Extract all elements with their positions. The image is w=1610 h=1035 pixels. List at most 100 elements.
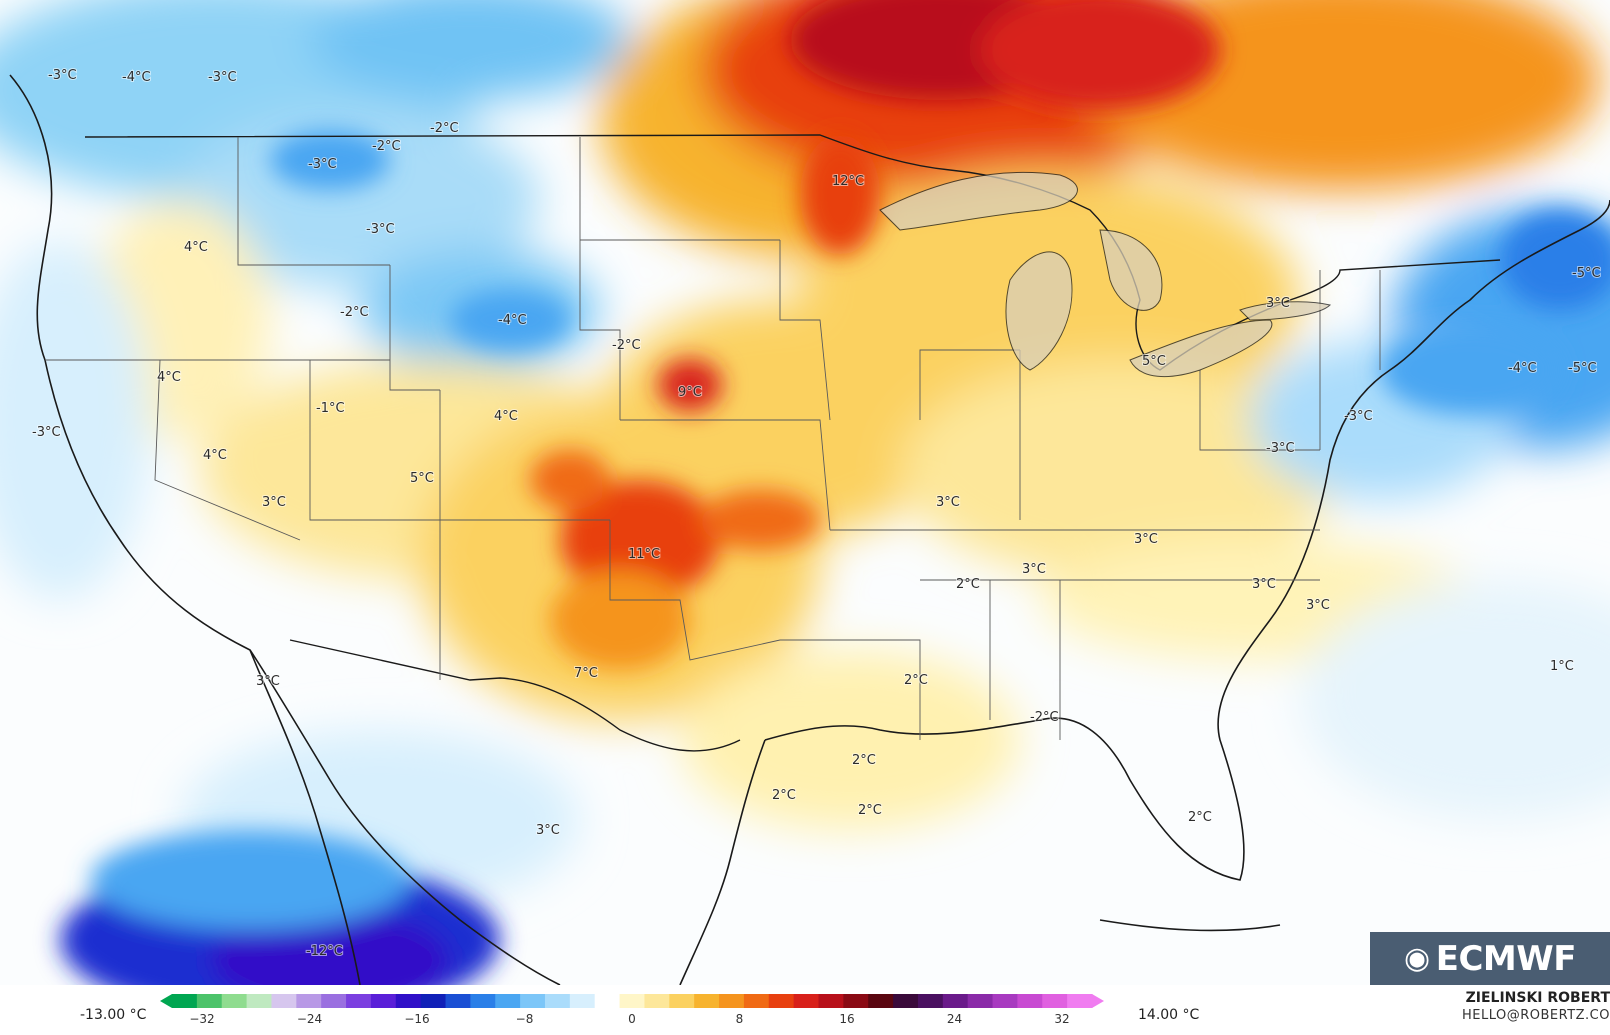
temp-label: 3°C — [1022, 562, 1046, 577]
temp-label: -2°C — [372, 139, 401, 154]
scale-tick: 16 — [839, 1012, 854, 1026]
scale-tick: −8 — [516, 1012, 534, 1026]
scale-cell — [843, 994, 869, 1008]
scale-cell — [172, 994, 198, 1008]
legend-min-label: -13.00 °C — [80, 1007, 147, 1023]
temp-label: 7°C — [574, 666, 598, 681]
scale-cell — [221, 994, 248, 1008]
scale-arrow-right — [1092, 994, 1104, 1008]
temp-label: 3°C — [1252, 577, 1276, 592]
scale-cell — [445, 994, 471, 1008]
temp-label: 12°C — [832, 174, 864, 189]
scale-cell — [893, 994, 919, 1008]
scale-cell — [942, 994, 969, 1008]
temp-label: -4°C — [1508, 361, 1537, 376]
scale-cell — [246, 994, 272, 1008]
legend-max-label: 14.00 °C — [1138, 1007, 1200, 1023]
anomaly-field-cores — [60, 0, 1610, 985]
temp-label: 9°C — [678, 385, 702, 400]
temp-label: 4°C — [494, 409, 518, 424]
scale-tick: −16 — [404, 1012, 429, 1026]
color-scale-cells — [160, 994, 1104, 1008]
temp-label: -1°C — [316, 401, 345, 416]
temp-label: -3°C — [32, 425, 61, 440]
temp-label: 2°C — [852, 753, 876, 768]
scale-cell — [346, 994, 372, 1008]
scale-tick: 0 — [628, 1012, 636, 1026]
temp-label: -3°C — [1344, 409, 1373, 424]
scale-cell — [1067, 994, 1093, 1008]
logo-text: ECMWF — [1435, 938, 1577, 979]
scale-cell — [669, 994, 695, 1008]
scale-cell — [420, 994, 447, 1008]
scale-cell — [470, 994, 496, 1008]
scale-cell — [271, 994, 297, 1008]
scale-cell — [544, 994, 571, 1008]
temp-label: 4°C — [184, 240, 208, 255]
scale-cell — [992, 994, 1018, 1008]
temp-label: -3°C — [208, 70, 237, 85]
temp-label: 11°C — [628, 547, 660, 562]
scale-cell — [768, 994, 795, 1008]
temp-label: 2°C — [1188, 810, 1212, 825]
temp-label: 2°C — [956, 577, 980, 592]
coastline — [9, 74, 1610, 985]
temp-label: 3°C — [536, 823, 560, 838]
temp-label: 2°C — [904, 673, 928, 688]
temp-label: -3°C — [366, 222, 395, 237]
scale-cell — [569, 994, 596, 1008]
scale-cell — [694, 994, 720, 1008]
scale-cell — [818, 994, 844, 1008]
color-scale-ticks: −32 −24 −16 −8 0 8 16 24 32 — [189, 1012, 1069, 1026]
ecmwf-logo: ◉ ECMWF — [1370, 932, 1610, 985]
temp-label: 3°C — [1134, 532, 1158, 547]
temp-label: -5°C — [1568, 361, 1597, 376]
scale-cell — [1017, 994, 1043, 1008]
scale-cell — [644, 994, 670, 1008]
scale-cell — [296, 994, 322, 1008]
temp-label: -12°C — [306, 944, 343, 959]
temp-label: -4°C — [498, 313, 527, 328]
temp-label: 3°C — [936, 495, 960, 510]
temp-label: -2°C — [430, 121, 459, 136]
scale-cell — [868, 994, 894, 1008]
temperature-labels: -3°C -4°C -3°C -2°C -2°C -3°C -3°C 4°C -… — [31, 67, 1602, 960]
temp-label: -2°C — [1030, 710, 1059, 725]
scale-cell — [370, 994, 397, 1008]
scale-cell — [917, 994, 944, 1008]
temp-label: -3°C — [1266, 441, 1295, 456]
scale-cell — [619, 994, 645, 1008]
scale-cell — [395, 994, 422, 1008]
legend-bar — [0, 985, 1610, 1035]
scale-cell — [520, 994, 546, 1008]
temperature-anomaly-map: -3°C -4°C -3°C -2°C -2°C -3°C -3°C 4°C -… — [0, 0, 1610, 985]
scale-cell — [1042, 994, 1068, 1008]
scale-cell — [719, 994, 745, 1008]
temp-label: 2°C — [772, 788, 796, 803]
scale-tick: −24 — [297, 1012, 322, 1026]
scale-tick: 24 — [947, 1012, 962, 1026]
scale-cell — [967, 994, 994, 1008]
credit-name: ZIELINSKI ROBERT — [1465, 990, 1610, 1006]
scale-tick: −32 — [189, 1012, 214, 1026]
scale-cell — [495, 994, 521, 1008]
temp-label: -3°C — [48, 68, 77, 83]
scale-cell — [196, 994, 223, 1008]
ecmwf-logo-icon: ◉ — [1404, 941, 1430, 976]
scale-tick: 32 — [1054, 1012, 1069, 1026]
temp-label: 3°C — [262, 495, 286, 510]
map-canvas: -3°C -4°C -3°C -2°C -2°C -3°C -3°C 4°C -… — [0, 0, 1610, 985]
temp-label: 4°C — [203, 448, 227, 463]
temp-label: 5°C — [410, 471, 434, 486]
scale-cell — [743, 994, 770, 1008]
temp-label: 5°C — [1142, 354, 1166, 369]
temp-label: 3°C — [1266, 296, 1290, 311]
temp-label: 3°C — [256, 674, 280, 689]
scale-arrow-left — [160, 994, 172, 1008]
temp-label: -5°C — [1572, 266, 1601, 281]
color-scale: −32 −24 −16 −8 0 8 16 24 32 — [160, 994, 1104, 1026]
temp-label: -2°C — [340, 305, 369, 320]
temp-label: -4°C — [122, 70, 151, 85]
credit-email: HELLO@ROBERTZ.CO — [1461, 1008, 1610, 1023]
temp-label: -2°C — [612, 338, 641, 353]
